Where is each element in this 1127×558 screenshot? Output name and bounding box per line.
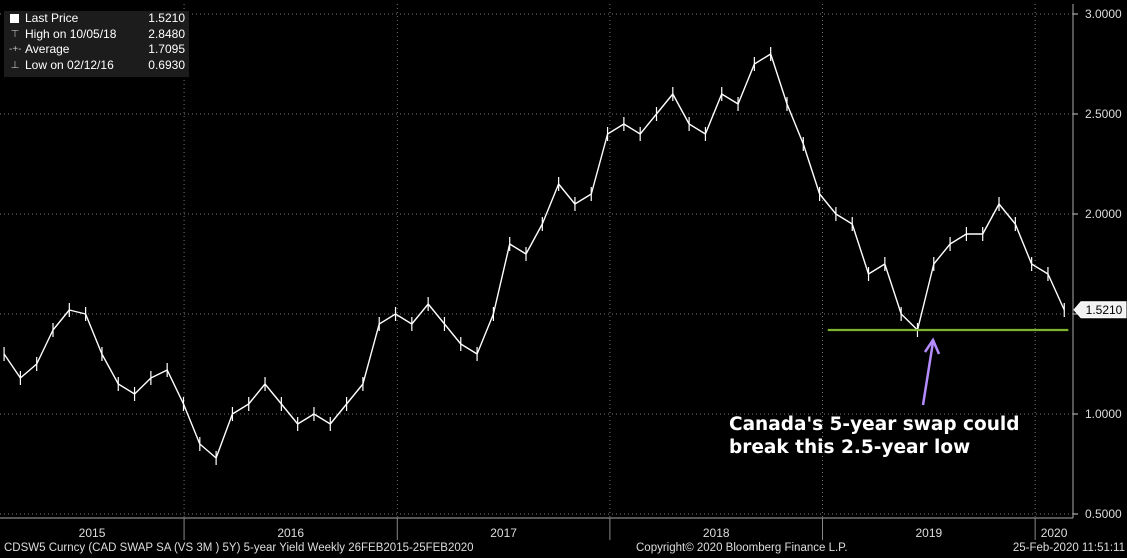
square-icon [10, 14, 19, 23]
price-series [3, 47, 1065, 465]
x-tick-label: 2019 [915, 526, 942, 540]
legend-item-last-price: Last Price 1.5210 [4, 11, 189, 27]
axes: 0.50001.00001.50002.00002.50003.00002015… [0, 4, 1122, 540]
low-marker-icon: ⊥ [10, 59, 20, 71]
footer-ticker-info: CDSW5 Curncy (CAD SWAP SA (VS 3M ) 5Y) 5… [4, 542, 474, 554]
last-price-tag-label: 1.5210 [1086, 303, 1123, 317]
arrow-head [923, 337, 941, 355]
x-tick-label: 2017 [490, 526, 517, 540]
y-tick-label: 2.0000 [1085, 207, 1122, 221]
legend-item-low: ⊥ Low on 02/12/16 0.6930 [10, 57, 185, 72]
average-marker-icon: -+- [9, 44, 22, 55]
price-line [3, 53, 1065, 459]
y-tick-label: 0.5000 [1085, 507, 1122, 521]
annotation-text: Canada's 5-year swap could break this 2.… [729, 413, 1049, 459]
arrow-shaft [921, 341, 935, 406]
year-dividers [183, 4, 1036, 518]
footer-timestamp: 25-Feb-2020 11:51:11 [1012, 542, 1125, 554]
annotation-arrow [921, 337, 941, 406]
last-price-tag: 1.5210 [1073, 301, 1127, 319]
legend-item-average: -+- Average 1.7095 [9, 42, 185, 56]
legend: Last Price 1.5210 ⊤ High on 10/05/18 2.8… [4, 11, 189, 77]
x-tick-label: 2016 [277, 526, 304, 540]
y-tick-label: 3.0000 [1085, 7, 1122, 21]
high-marker-icon: ⊤ [10, 28, 20, 40]
annotation-line-1: Canada's 5-year swap could [729, 414, 1020, 435]
grid-lines [0, 13, 1073, 515]
legend-item-high: ⊤ High on 10/05/18 2.8480 [10, 26, 185, 41]
x-tick-label: 2020 [1041, 526, 1068, 540]
y-tick-label: 2.5000 [1085, 107, 1122, 121]
annotation-line-2: break this 2.5-year low [729, 437, 971, 458]
x-tick-label: 2018 [703, 526, 730, 540]
x-tick-label: 2015 [79, 526, 106, 540]
y-tick-label: 1.0000 [1085, 407, 1122, 421]
footer: CDSW5 Curncy (CAD SWAP SA (VS 3M ) 5Y) 5… [0, 541, 1127, 558]
footer-copyright: Copyright© 2020 Bloomberg Finance L.P. [636, 542, 848, 554]
last-price-tag-box [1073, 301, 1127, 319]
